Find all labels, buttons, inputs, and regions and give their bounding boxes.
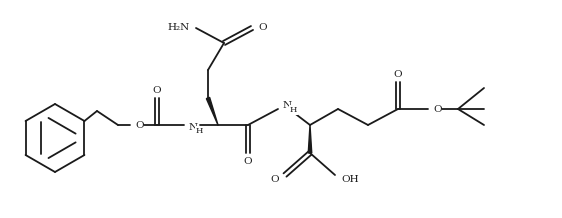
Text: O: O [244,157,252,165]
Text: N: N [283,100,292,109]
Text: O: O [153,85,161,94]
Text: O: O [433,104,442,114]
Polygon shape [206,97,218,125]
Text: O: O [135,121,144,129]
Text: O: O [270,174,279,184]
Text: OH: OH [341,174,359,184]
Text: H₂N: H₂N [167,24,190,32]
Text: O: O [394,70,402,78]
Polygon shape [308,125,312,153]
Text: N: N [189,123,198,131]
Text: H: H [196,127,203,135]
Text: O: O [258,24,266,32]
Text: H: H [290,106,297,114]
